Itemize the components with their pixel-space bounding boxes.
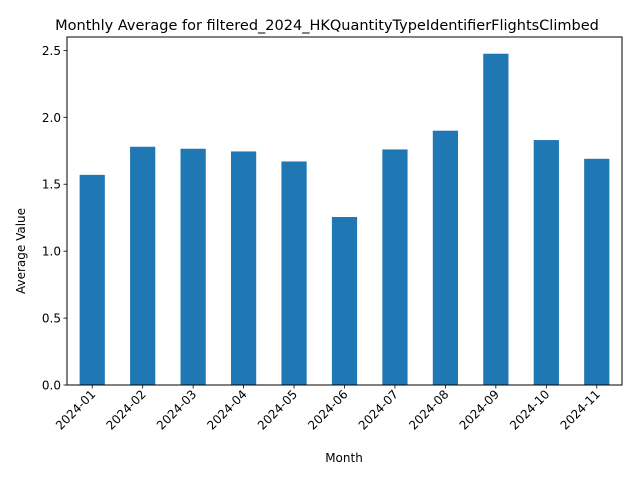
bar-2024-04	[230, 151, 257, 385]
x-tick-label: 2024-08	[406, 387, 451, 432]
plot-frame	[66, 36, 623, 386]
y-tick-label: 1.0	[42, 245, 61, 259]
bar-2024-02	[130, 146, 156, 385]
bar-2024-08	[432, 130, 459, 385]
x-axis: 2024-01 2024-02 2024-03 2024-04 2024-05 2024-…	[53, 385, 603, 433]
bar-2024-11	[584, 158, 610, 385]
y-tick-label: 2.5	[42, 44, 61, 58]
y-axis-label: Average Value	[14, 208, 28, 294]
y-tick-label: 0.0	[42, 379, 61, 393]
x-tick-label: 2024-06	[305, 387, 350, 432]
x-tick-label: 2024-11	[558, 387, 603, 432]
x-tick-label: 2024-07	[356, 387, 401, 432]
chart-title: Monthly Average for filtered_2024_HKQuan…	[55, 18, 599, 34]
x-tick-label: 2024-05	[255, 387, 300, 432]
x-tick-label: 2024-04	[204, 387, 249, 432]
y-tick-label: 1.5	[42, 178, 61, 192]
bar-2024-07	[382, 149, 408, 385]
bar-2024-10	[533, 140, 559, 385]
x-axis-label: Month	[325, 451, 363, 465]
y-tick-label: 0.5	[42, 312, 61, 326]
x-tick-label: 2024-01	[53, 387, 98, 432]
x-tick-label: 2024-02	[103, 387, 148, 432]
bar-2024-06	[331, 217, 358, 385]
bar-2024-01	[79, 174, 105, 385]
bar-2024-05	[281, 161, 307, 385]
x-tick-label: 2024-09	[457, 387, 502, 432]
y-tick-label: 2.0	[42, 111, 61, 125]
x-tick-label: 2024-10	[507, 387, 552, 432]
bars-group	[79, 53, 610, 385]
bar-2024-09	[483, 53, 509, 385]
y-axis: 0.0 0.5 1.0 1.5 2.0 2.5	[42, 44, 67, 393]
x-tick-label: 2024-03	[154, 387, 199, 432]
bar-2024-03	[180, 148, 206, 385]
